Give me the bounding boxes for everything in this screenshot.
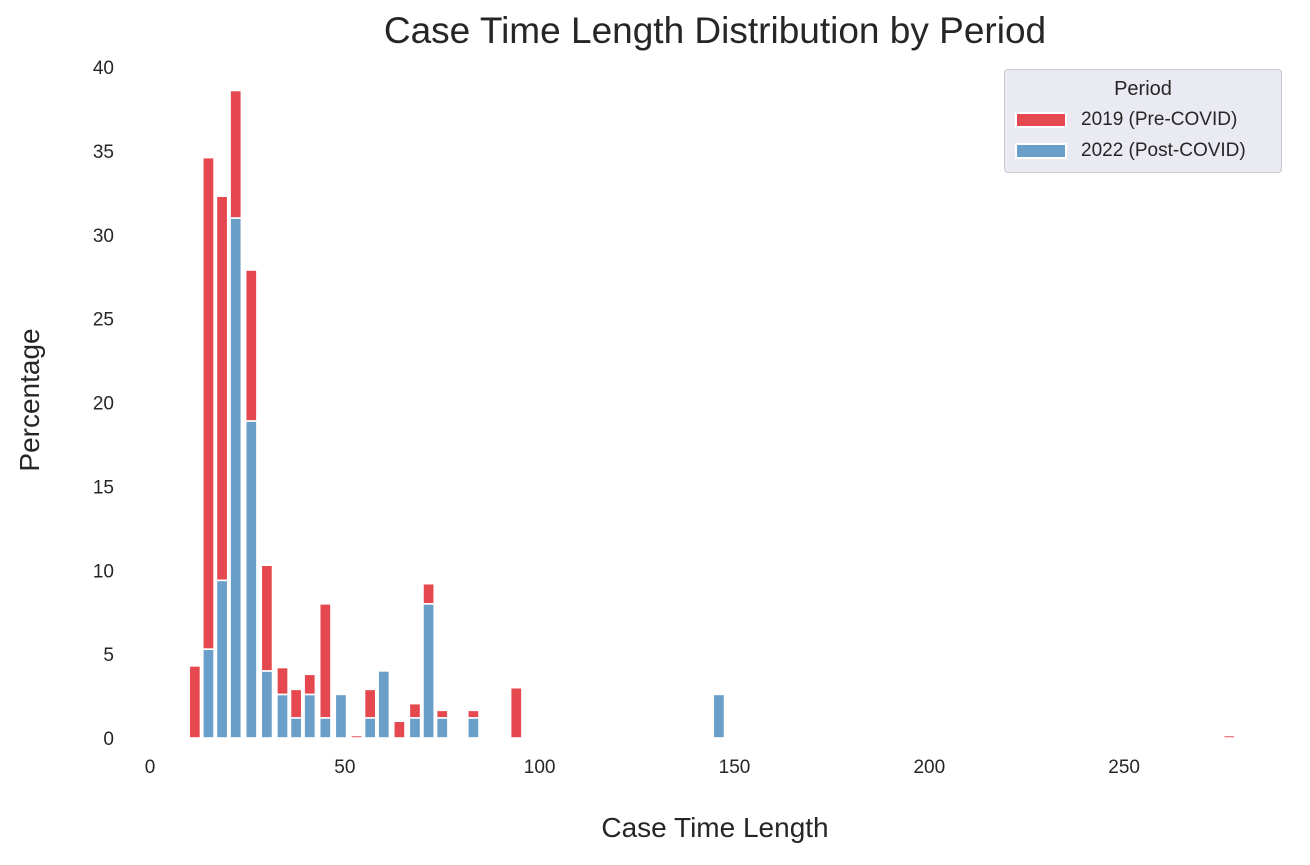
- y-tick-label: 0: [103, 729, 114, 750]
- bar-2019-94: [509, 686, 523, 739]
- bar-2019-53: [350, 734, 363, 739]
- bar-2019-15: [201, 156, 215, 650]
- bar-2022-30: [260, 670, 274, 739]
- bar-2022-68: [408, 717, 422, 739]
- bar-2019-18.5: [215, 195, 229, 582]
- bar-2022-26: [244, 420, 258, 739]
- x-tick-label: 100: [524, 757, 556, 778]
- y-tick-labels: 0 5 10 15 20 25 30 35 40: [93, 58, 114, 750]
- legend-item-2022: 2022 (Post-COVID): [1015, 138, 1246, 164]
- x-tick-labels: 0 50 100 150 200 250: [145, 757, 1140, 778]
- bar-2022-22: [229, 217, 243, 739]
- bar-2019-26: [244, 269, 258, 422]
- bar-2022-83: [466, 717, 480, 739]
- bar-2019-68: [408, 702, 422, 719]
- bar-2022-60: [377, 670, 391, 739]
- bar-2019-64: [392, 720, 406, 739]
- x-tick-label: 200: [913, 757, 945, 778]
- bar-2022-146: [712, 693, 726, 739]
- bar-2022-49: [334, 693, 348, 739]
- chart-title: Case Time Length Distribution by Period: [383, 10, 1047, 51]
- x-tick-label: 0: [145, 757, 156, 778]
- bar-2022-18.5: [215, 579, 229, 739]
- y-tick-label: 15: [93, 477, 114, 498]
- bar-2019-30: [260, 564, 274, 672]
- bar-2022-34: [276, 693, 289, 739]
- bar-2022-45: [318, 717, 332, 739]
- bar-2022-75: [435, 717, 449, 739]
- bar-2019-41: [303, 673, 317, 696]
- bar-2022-56.5: [363, 717, 377, 739]
- y-tick-label: 5: [103, 645, 114, 666]
- legend-swatch-2019: [1015, 112, 1067, 128]
- y-tick-label: 40: [93, 58, 114, 79]
- bars-group: [188, 89, 1236, 739]
- x-axis-label: Case Time Length: [601, 812, 829, 843]
- bar-2019-37.5: [289, 688, 303, 719]
- bar-2022-41: [303, 693, 317, 739]
- bar-2019-56.5: [363, 688, 377, 719]
- bar-2019-11.5: [188, 665, 202, 739]
- bar-2019-277: [1222, 734, 1236, 739]
- bar-2019-75: [435, 709, 449, 719]
- bar-2022-37.5: [289, 717, 303, 739]
- bar-2022-71.5: [422, 602, 436, 739]
- bar-2019-34: [276, 666, 289, 696]
- y-tick-label: 30: [93, 226, 114, 247]
- bar-2019-22: [229, 89, 243, 219]
- y-tick-label: 35: [93, 142, 114, 163]
- bar-2019-45: [318, 602, 332, 719]
- legend-label-2022: 2022 (Post-COVID): [1081, 140, 1246, 161]
- bar-2019-83: [466, 709, 480, 719]
- y-tick-label: 20: [93, 394, 114, 415]
- legend-title: Period: [1114, 78, 1172, 100]
- x-tick-label: 50: [334, 757, 355, 778]
- x-tick-label: 150: [719, 757, 751, 778]
- legend: Period 2019 (Pre-COVID) 2022 (Post-COVID…: [1004, 69, 1282, 173]
- bar-2019-71.5: [422, 582, 436, 605]
- y-tick-label: 25: [93, 310, 114, 331]
- y-tick-label: 10: [93, 561, 114, 582]
- legend-swatch-2022: [1015, 143, 1067, 159]
- x-tick-label: 250: [1108, 757, 1140, 778]
- legend-item-2019: 2019 (Pre-COVID): [1015, 107, 1237, 133]
- legend-label-2019: 2019 (Pre-COVID): [1081, 109, 1238, 130]
- bar-2022-15: [201, 648, 215, 739]
